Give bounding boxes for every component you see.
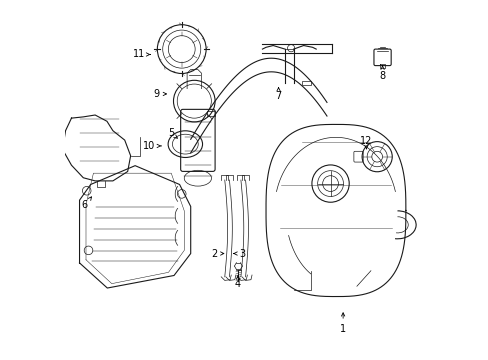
Text: 4: 4 — [235, 276, 241, 289]
Text: 3: 3 — [233, 248, 245, 258]
Text: 8: 8 — [379, 66, 385, 81]
Bar — [302, 81, 310, 85]
Text: 5: 5 — [167, 129, 177, 138]
Text: 1: 1 — [339, 313, 346, 334]
Text: 9: 9 — [153, 89, 166, 99]
Text: 10: 10 — [143, 141, 161, 151]
Text: 7: 7 — [275, 87, 281, 101]
Text: 12: 12 — [360, 136, 372, 149]
Text: 11: 11 — [132, 49, 150, 59]
Text: 2: 2 — [210, 248, 224, 258]
Text: 6: 6 — [81, 197, 91, 210]
Bar — [206, 112, 215, 116]
